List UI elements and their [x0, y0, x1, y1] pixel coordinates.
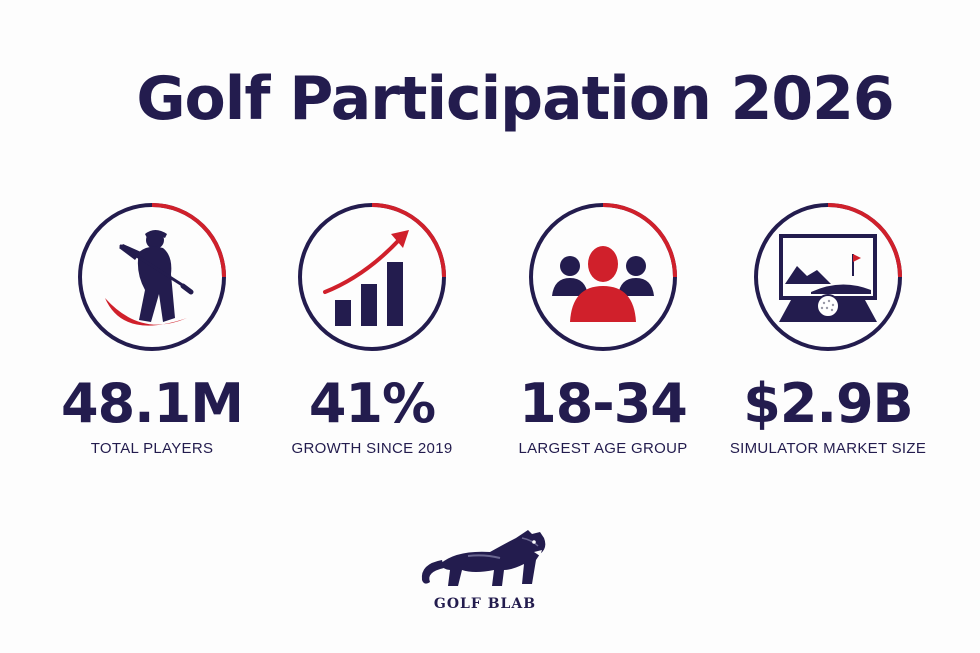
stat-value: 48.1M [61, 372, 244, 435]
golfer-icon [78, 203, 226, 351]
stat-label: SIMULATOR MARKET SIZE [729, 440, 927, 457]
page-title: Golf Participation 2026 [136, 64, 894, 134]
stat-value: 41% [308, 372, 436, 435]
stat-age-group: 18-34 LARGEST AGE GROUP [487, 200, 719, 457]
stat-label: GROWTH SINCE 2019 [291, 440, 453, 457]
stat-simulator-market: $2.9B SIMULATOR MARKET SIZE [712, 200, 944, 457]
stat-value: 18-34 [519, 372, 688, 435]
people-group-icon [529, 203, 677, 351]
stat-label: LARGEST AGE GROUP [518, 440, 688, 457]
growth-chart-icon [298, 203, 446, 351]
golf-simulator-icon [754, 203, 902, 351]
logo-wordmark: GOLF BLAB [433, 596, 537, 612]
stat-total-players: 48.1M TOTAL PLAYERS [36, 200, 268, 457]
stat-label: TOTAL PLAYERS [90, 440, 214, 457]
stat-value: $2.9B [743, 372, 913, 435]
brand-logo: GOLF BLAB [412, 524, 558, 612]
panther-icon [421, 530, 546, 586]
stat-growth: 41% GROWTH SINCE 2019 [256, 200, 488, 457]
